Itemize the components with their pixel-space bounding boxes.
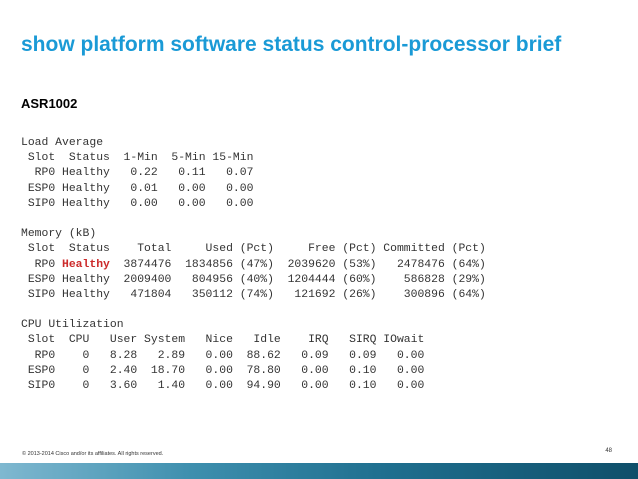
memory-row-values: 3874476 1834856 (47%) 2039620 (53%) 2478… xyxy=(109,258,486,271)
memory-heading: Memory (kB) xyxy=(21,228,97,241)
cpu-columns: Slot CPU User System Nice Idle IRQ SIRQ … xyxy=(21,334,425,347)
memory-row: ESP0 Healthy 2009400 804956 (40%) 120444… xyxy=(21,273,486,286)
load-average-row: SIP0 Healthy 0.00 0.00 0.00 xyxy=(21,197,254,210)
memory-columns: Slot Status Total Used (Pct) Free (Pct) … xyxy=(21,243,486,256)
load-average-row: ESP0 Healthy 0.01 0.00 0.00 xyxy=(21,182,254,195)
blank-line xyxy=(21,212,486,227)
page-number: 48 xyxy=(605,448,612,454)
footer-bar xyxy=(0,463,638,479)
cli-output: Load Average Slot Status 1-Min 5-Min 15-… xyxy=(21,136,486,394)
slide-title: show platform software status control-pr… xyxy=(21,33,562,56)
load-average-heading: Load Average xyxy=(21,137,104,149)
cpu-row: RP0 0 8.28 2.89 0.00 88.62 0.09 0.09 0.0… xyxy=(21,349,425,362)
cpu-row: ESP0 0 2.40 18.70 0.00 78.80 0.00 0.10 0… xyxy=(21,364,425,377)
blank-line xyxy=(21,303,486,318)
memory-row-slot: RP0 xyxy=(21,258,63,271)
memory-row: RP0 Healthy 3874476 1834856 (47%) 203962… xyxy=(21,258,486,273)
highlighted-status: Healthy xyxy=(62,258,110,271)
cpu-row: SIP0 0 3.60 1.40 0.00 94.90 0.00 0.10 0.… xyxy=(21,380,425,392)
memory-row: SIP0 Healthy 471804 350112 (74%) 121692 … xyxy=(21,288,486,301)
copyright-notice: © 2013-2014 Cisco and/or its affiliates.… xyxy=(22,451,164,457)
load-average-row: RP0 Healthy 0.22 0.11 0.07 xyxy=(21,167,254,180)
cpu-heading: CPU Utilization xyxy=(21,319,124,332)
load-average-columns: Slot Status 1-Min 5-Min 15-Min xyxy=(21,152,254,165)
device-name: ASR1002 xyxy=(21,96,78,111)
